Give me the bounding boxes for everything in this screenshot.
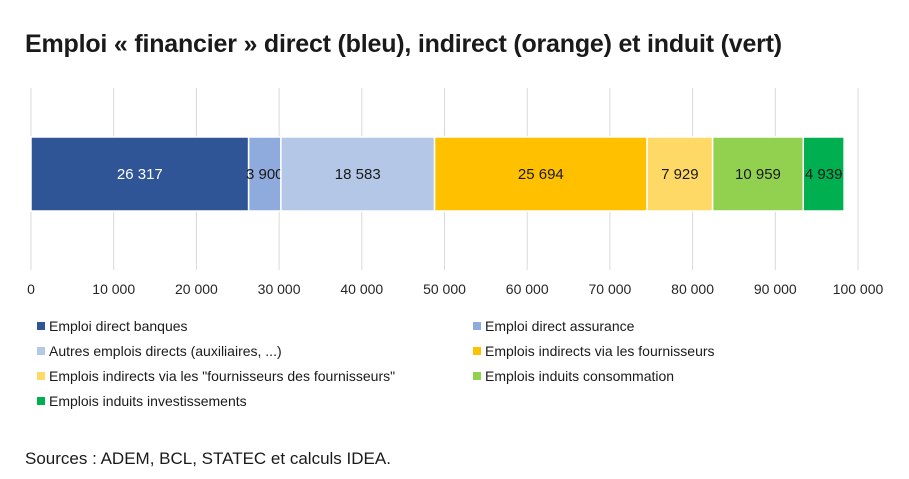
x-tick-label: 100 000 xyxy=(833,281,884,297)
legend-item: Emplois indirects via les fournisseurs xyxy=(473,343,715,359)
data-label: 7 929 xyxy=(661,166,699,183)
legend-swatch xyxy=(37,322,45,330)
bar-segment xyxy=(802,136,845,212)
legend-label: Emplois indirects via les "fournisseurs … xyxy=(49,368,396,384)
x-tick-label: 0 xyxy=(27,281,35,297)
data-label: 3 900 xyxy=(246,166,284,183)
data-label: 18 583 xyxy=(335,166,381,183)
legend-swatch xyxy=(37,397,45,405)
legend-swatch xyxy=(473,322,481,330)
x-tick-label: 30 000 xyxy=(258,281,301,297)
x-tick-label: 40 000 xyxy=(340,281,383,297)
data-label: 26 317 xyxy=(117,166,163,183)
x-tick-label: 70 000 xyxy=(588,281,631,297)
chart-title: Emploi « financier » direct (bleu), indi… xyxy=(25,30,782,58)
bar-segment xyxy=(247,136,282,212)
x-tick-label: 10 000 xyxy=(92,281,135,297)
data-label: 25 694 xyxy=(518,166,564,183)
legend-item: Emploi direct assurance xyxy=(473,318,634,334)
legend-label: Emploi direct assurance xyxy=(485,318,635,334)
bar-segments: 26 317 3 900 18 583 25 694 7 929 10 959 4 939 xyxy=(30,136,845,212)
legend-item: Emplois indirects via les "fournisseurs … xyxy=(37,368,395,384)
x-axis-tick-labels: 0 10 000 20 000 30 000 40 000 50 000 60 000 70 … xyxy=(27,281,883,297)
x-tick-label: 50 000 xyxy=(423,281,466,297)
legend-label: Emplois indirects via les fournisseurs xyxy=(485,343,715,359)
legend-swatch xyxy=(473,347,481,355)
x-tick-label: 80 000 xyxy=(671,281,714,297)
bar-segment xyxy=(433,136,648,212)
legend-item: Emploi direct banques xyxy=(37,318,188,334)
legend-item: Emplois induits consommation xyxy=(473,368,674,384)
source-note: Sources : ADEM, BCL, STATEC et calculs I… xyxy=(25,449,391,468)
legend-label: Emploi direct banques xyxy=(49,318,188,334)
x-tick-label: 90 000 xyxy=(754,281,797,297)
data-label: 4 939 xyxy=(805,166,843,183)
legend-swatch xyxy=(37,347,45,355)
legend-item: Emplois induits investissements xyxy=(37,393,247,409)
legend-label: Emplois induits investissements xyxy=(49,393,247,409)
x-tick-label: 60 000 xyxy=(506,281,549,297)
legend-label: Emplois induits consommation xyxy=(485,368,675,384)
bar-segment xyxy=(646,136,714,212)
legend-swatch xyxy=(37,372,45,380)
data-label: 10 959 xyxy=(735,166,781,183)
x-tick-label: 20 000 xyxy=(175,281,218,297)
legend-item: Autres emplois directs (auxiliaires, ...… xyxy=(37,343,282,359)
legend-swatch xyxy=(473,372,481,380)
legend-label: Autres emplois directs (auxiliaires, ...… xyxy=(49,343,282,359)
bar-segment xyxy=(280,136,436,212)
